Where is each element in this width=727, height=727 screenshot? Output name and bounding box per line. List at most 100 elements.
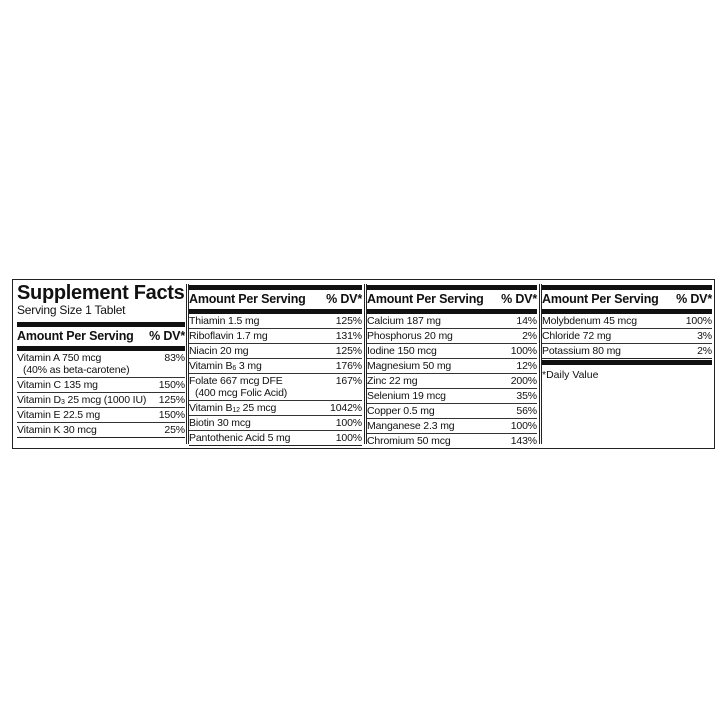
nutrient-row: Chromium 50 mcg 143% (367, 434, 537, 449)
nutrient-row: Manganese 2.3 mg 100% (367, 419, 537, 434)
subscript: 12 (232, 407, 240, 414)
nutrient-label: Vitamin E 22.5 mg (17, 409, 101, 421)
column-divider (539, 284, 542, 444)
nutrient-row: Chloride 72 mg 3% (542, 329, 712, 344)
nutrient-name: Vitamin B6 3 mg (189, 360, 262, 372)
nutrient-row: Copper 0.5 mg 56% (367, 404, 537, 419)
nutrient-row: Iodine 150 mcg 100% (367, 344, 537, 359)
nutrient-row: Vitamin E 22.5 mg 150% (17, 408, 185, 423)
nutrient-label: Manganese 2.3 mg (367, 420, 455, 432)
nutrient-row: Vitamin B12 25 mcg 1042% (189, 401, 362, 416)
subscript: 3 (60, 399, 65, 406)
thick-divider (542, 285, 712, 290)
nutrient-name: Vitamin E 22.5 mg (17, 409, 100, 421)
amount-header: Amount Per Serving (17, 329, 134, 343)
daily-value-percent: 125% (158, 394, 185, 406)
daily-value-percent: 35% (516, 390, 537, 402)
daily-value-percent: 100% (685, 315, 712, 327)
nutrient-row: Potassium 80 mg 2% (542, 344, 712, 359)
nutrient-name: Zinc 22 mg (367, 375, 418, 387)
amount-header: Amount Per Serving (367, 292, 484, 306)
daily-value-percent: 3% (697, 330, 712, 342)
daily-value-percent: 2% (697, 345, 712, 357)
nutrient-label: Vitamin D (17, 394, 61, 406)
nutrient-row: Vitamin D3 25 mcg (1000 IU) 125% (17, 393, 185, 408)
daily-value-percent: 150% (158, 409, 185, 421)
column-header: Amount Per Serving % DV* (367, 290, 537, 309)
nutrient-label: Vitamin B (189, 402, 233, 414)
nutrient-name: Vitamin C 135 mg (17, 379, 98, 391)
nutrient-name: Potassium 80 mg (542, 345, 621, 357)
nutrient-list: Vitamin A 750 mcg (40% as beta-carotene) 8… (17, 351, 185, 438)
nutrient-name: Thiamin 1.5 mg (189, 315, 259, 327)
nutrient-name: Chloride 72 mg (542, 330, 611, 342)
dv-header: % DV* (676, 292, 712, 306)
nutrient-label: Zinc 22 mg (367, 375, 418, 387)
dv-header: % DV* (501, 292, 537, 306)
nutrient-label: Vitamin B (189, 360, 233, 372)
nutrient-label: Biotin 30 mcg (189, 417, 251, 429)
column-header: Amount Per Serving % DV* (542, 290, 712, 309)
nutrient-label: Selenium 19 mcg (367, 390, 446, 402)
nutrient-name: Iodine 150 mcg (367, 345, 437, 357)
dv-header: % DV* (149, 329, 185, 343)
nutrient-name: Pantothenic Acid 5 mg (189, 432, 290, 444)
thick-divider (17, 346, 185, 351)
daily-value-percent: 100% (335, 417, 362, 429)
column-4: Amount Per Serving % DV* Molybdenum 45 mc… (542, 280, 712, 381)
daily-value-percent: 100% (510, 420, 537, 432)
nutrient-name: Molybdenum 45 mcg (542, 315, 637, 327)
nutrient-row: Vitamin C 135 mg 150% (17, 378, 185, 393)
thick-divider (17, 322, 185, 327)
daily-value-percent: 1042% (330, 402, 362, 414)
nutrient-name: Vitamin K 30 mcg (17, 424, 97, 436)
nutrient-label: Molybdenum 45 mcg (542, 315, 637, 327)
nutrient-label: Copper 0.5 mg (367, 405, 435, 417)
nutrient-note: (40% as beta-carotene) (23, 364, 130, 376)
daily-value-percent: 100% (335, 432, 362, 444)
nutrient-row: Magnesium 50 mg 12% (367, 359, 537, 374)
nutrient-row: Thiamin 1.5 mg 125% (189, 314, 362, 329)
nutrient-label: Chromium 50 mcg (367, 435, 451, 447)
nutrient-name: Riboflavin 1.7 mg (189, 330, 268, 342)
nutrient-amount: 25 mcg (239, 402, 277, 414)
daily-value-percent: 167% (335, 375, 362, 387)
nutrient-name: Chromium 50 mcg (367, 435, 451, 447)
nutrient-row: Vitamin B6 3 mg 176% (189, 359, 362, 374)
nutrient-label: Iodine 150 mcg (367, 345, 437, 357)
nutrient-list: Calcium 187 mg 14% Phosphorus 20 mg 2% Iodin… (367, 314, 537, 449)
daily-value-percent: 100% (510, 345, 537, 357)
daily-value-percent: 131% (335, 330, 362, 342)
label-title: Supplement Facts (17, 282, 185, 304)
supplement-facts-label: Supplement Facts Serving Size 1 Tablet A… (12, 279, 715, 449)
nutrient-row: Phosphorus 20 mg 2% (367, 329, 537, 344)
column-2: Amount Per Serving % DV* Thiamin 1.5 mg 12… (189, 280, 362, 446)
daily-value-percent: 56% (516, 405, 537, 417)
nutrient-label: Thiamin 1.5 mg (189, 315, 260, 327)
daily-value-percent: 14% (516, 315, 537, 327)
nutrient-name: Vitamin A 750 mcg (40% as beta-carotene) (17, 352, 130, 376)
daily-value-percent: 83% (164, 352, 185, 364)
nutrient-row: Vitamin K 30 mcg 25% (17, 423, 185, 438)
amount-header: Amount Per Serving (542, 292, 659, 306)
nutrient-name: Calcium 187 mg (367, 315, 441, 327)
subscript: 6 (232, 365, 237, 372)
nutrient-name: Copper 0.5 mg (367, 405, 435, 417)
dv-header: % DV* (326, 292, 362, 306)
nutrient-name: Biotin 30 mcg (189, 417, 251, 429)
nutrient-label: Calcium 187 mg (367, 315, 441, 327)
daily-value-percent: 150% (158, 379, 185, 391)
nutrient-label: Vitamin C 135 mg (17, 379, 98, 391)
nutrient-label: Riboflavin 1.7 mg (189, 330, 268, 342)
nutrient-list: Molybdenum 45 mcg 100% Chloride 72 mg 3% Pot… (542, 314, 712, 359)
nutrient-row: Riboflavin 1.7 mg 131% (189, 329, 362, 344)
nutrient-label: Niacin 20 mg (189, 345, 249, 357)
nutrient-name: Magnesium 50 mg (367, 360, 451, 372)
nutrient-row: Folate 667 mcg DFE (400 mcg Folic Acid) 16… (189, 374, 362, 401)
nutrient-row: Selenium 19 mcg 35% (367, 389, 537, 404)
nutrient-row: Molybdenum 45 mcg 100% (542, 314, 712, 329)
nutrient-label: Pantothenic Acid 5 mg (189, 432, 291, 444)
amount-header: Amount Per Serving (189, 292, 306, 306)
thick-divider (189, 309, 362, 314)
nutrient-label: Potassium 80 mg (542, 345, 621, 357)
